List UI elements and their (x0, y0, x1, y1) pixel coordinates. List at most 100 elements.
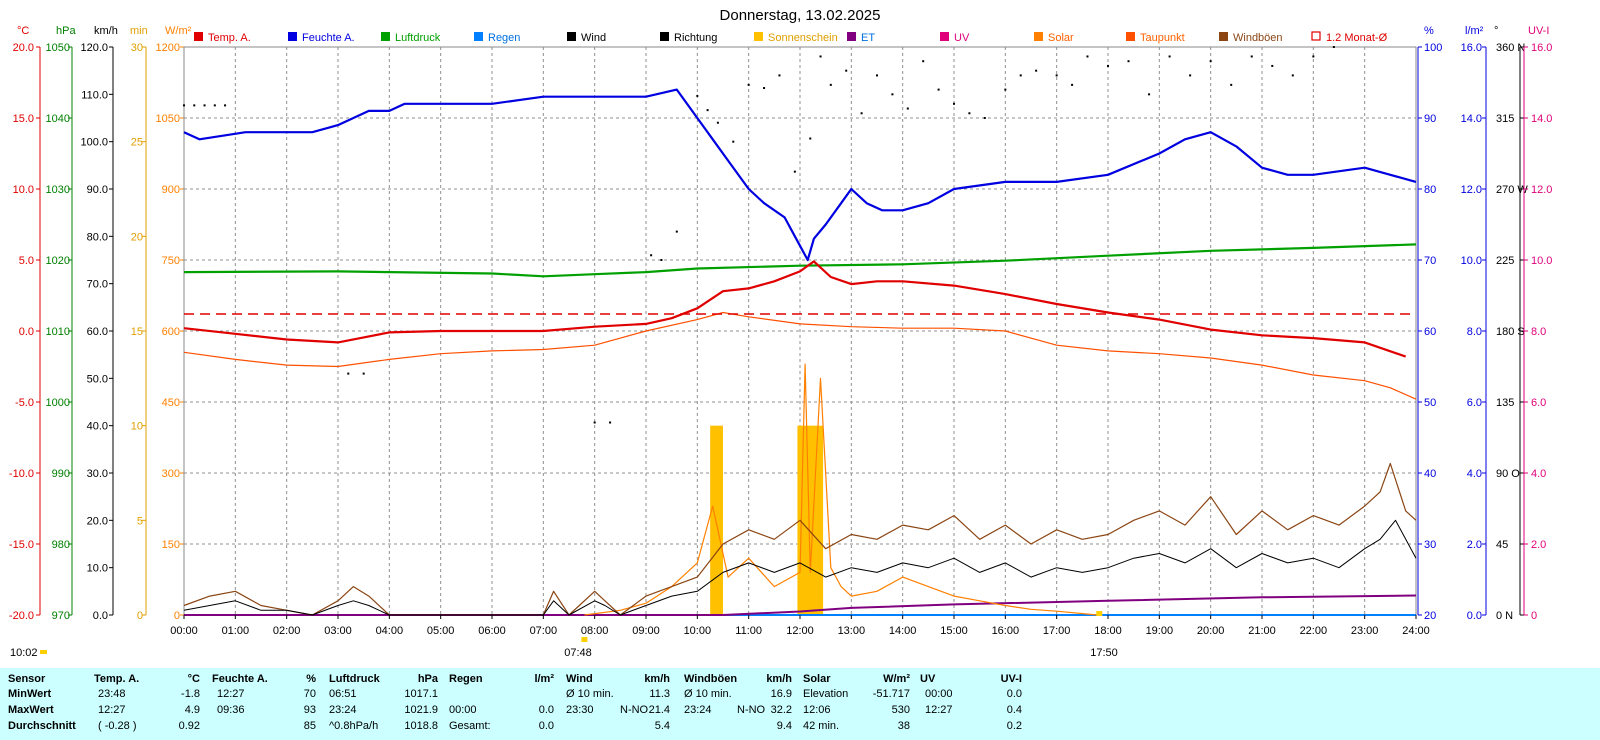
wind-direction-point (696, 94, 699, 97)
stats-value: 1018.8 (404, 720, 438, 732)
axis-tick-label: 150 (162, 539, 180, 551)
axis-tick-label: 80.0 (87, 231, 108, 243)
axis-tick-label: 1000 (46, 397, 70, 409)
wind-direction-point (1189, 74, 1192, 77)
x-tick-label: 20:00 (1197, 625, 1225, 637)
legend-entry: Feuchte A. (288, 32, 355, 44)
axis-tick-label: -15.0 (9, 539, 34, 551)
stats-time: Ø 10 min. (684, 688, 732, 700)
axis-tick-label: 110.0 (81, 89, 108, 101)
axis-tick-label: 30 (131, 42, 143, 54)
axis-tick-label: 450 (162, 397, 180, 409)
stats-time: 09:36 (217, 704, 245, 716)
wind-direction-point (1209, 60, 1212, 63)
wind-direction-point (593, 421, 596, 424)
wind-direction-points (183, 46, 1335, 424)
legend-label: Regen (488, 32, 520, 44)
wind-direction-point (203, 104, 206, 107)
weather-chart: Donnerstag, 13.02.2025 Temp. A. Feuchte A… (9, 7, 1553, 659)
x-tick-label: 19:00 (1146, 625, 1174, 637)
axis-tick-label: 20.0 (87, 515, 108, 527)
wind-direction-point (1055, 74, 1058, 77)
wind-direction-point (213, 104, 216, 107)
stats-time: 42 min. (803, 720, 840, 732)
axis-tick-label: 40.0 (87, 421, 108, 433)
stats-value: 11.3 (649, 688, 670, 700)
series-line-et (184, 594, 1417, 616)
x-tick-label: 09:00 (632, 625, 660, 637)
statistics-table: Sensor Temp. A. °C Feuchte A.% Luftdruck hPa R… (0, 668, 1600, 740)
axis-tick-label: 0.0 (1467, 610, 1482, 622)
x-tick-label: 22:00 (1300, 625, 1328, 637)
axis-tick-label: 20 (1424, 610, 1436, 622)
stats-value: 0.0 (1006, 688, 1022, 700)
stats-value: 5.4 (654, 720, 670, 732)
axis-unit: UV-I (1528, 25, 1549, 37)
stats-value: 85 (303, 720, 316, 732)
axis-tick-label: 10 (131, 421, 143, 433)
x-tick-label: 11:00 (735, 625, 762, 637)
legend-entry: Regen (474, 32, 520, 44)
x-tick-label: 21:00 (1248, 625, 1276, 637)
x-tick-label: 00:00 (170, 625, 198, 637)
wind-direction-point (747, 83, 750, 86)
axis-tick-label: 15.0 (13, 113, 34, 125)
legend-swatch (194, 32, 203, 41)
series-line-solar (584, 363, 1098, 616)
wind-direction-point (1168, 55, 1171, 58)
corner-marker (40, 650, 47, 654)
series-line-windb-en (183, 462, 1417, 616)
legend-swatch (1034, 32, 1043, 41)
stats-value: 4.9 (184, 704, 200, 716)
stats-time: 12:27 (98, 704, 126, 716)
legend-swatch (1311, 31, 1321, 41)
stats-time: 12:27 (925, 704, 953, 716)
wind-direction-point (968, 112, 971, 115)
stats-header: UV (920, 673, 936, 685)
stats-value: -51.717 (872, 688, 910, 700)
wind-direction-point (845, 69, 848, 72)
stats-value: 0.4 (1006, 704, 1022, 716)
y-axis: km/h 120.0 110.0 100.0 90.0 80.0 70.0 60.0 50.0 4… (80, 25, 117, 622)
stats-time: Elevation (803, 688, 849, 700)
stats-header: Regen (449, 673, 483, 685)
wind-direction-point (675, 230, 678, 233)
stats-header: Luftdruck (329, 673, 380, 685)
axis-tick-label: 100.0 (80, 137, 108, 149)
stats-row-label: MaxWert (8, 704, 54, 716)
wind-direction-point (609, 421, 612, 424)
axis-tick-label: 0 (137, 610, 143, 622)
axis-tick-label: 900 (162, 184, 180, 196)
axis-tick-label: 5.0 (19, 255, 34, 267)
stats-time: 23:24 (684, 704, 712, 716)
axis-tick-label: 270 W (1496, 184, 1528, 196)
y-axis: min 30 25 20 15 10 5 0 (130, 25, 148, 622)
series-line-wind (183, 519, 1417, 616)
series-line-luftdruck (183, 243, 1417, 278)
stats-time: Ø 10 min. (566, 688, 614, 700)
axis-tick-label: 1020 (46, 255, 70, 267)
stats-time: 00:00 (925, 688, 953, 700)
wind-direction-point (1004, 88, 1007, 91)
wind-direction-point (1332, 46, 1335, 48)
wind-direction-point (650, 254, 653, 257)
x-tick-label: 10:00 (684, 625, 712, 637)
wind-direction-point (829, 83, 832, 86)
stats-row-label: MinWert (8, 688, 52, 700)
x-tick-label: 02:00 (273, 625, 301, 637)
stats-value: 21.4 (648, 704, 670, 716)
axis-unit: W/m² (165, 25, 192, 37)
stats-time: 00:00 (449, 704, 477, 716)
axis-tick-label: 4.0 (1531, 468, 1546, 480)
legend-swatch (1126, 32, 1135, 41)
stats-value: 16.9 (770, 688, 792, 700)
wind-direction-point (937, 88, 940, 91)
x-tick-label: 18:00 (1094, 625, 1122, 637)
axis-unit: % (1424, 25, 1434, 37)
axis-tick-label: 1050 (46, 42, 70, 54)
axis-tick-label: 135 (1496, 397, 1514, 409)
axis-tick-label: 10.0 (1531, 255, 1552, 267)
legend-label: Solar (1048, 32, 1074, 44)
axis-tick-label: 300 (162, 468, 180, 480)
wind-direction-point (1071, 83, 1074, 86)
